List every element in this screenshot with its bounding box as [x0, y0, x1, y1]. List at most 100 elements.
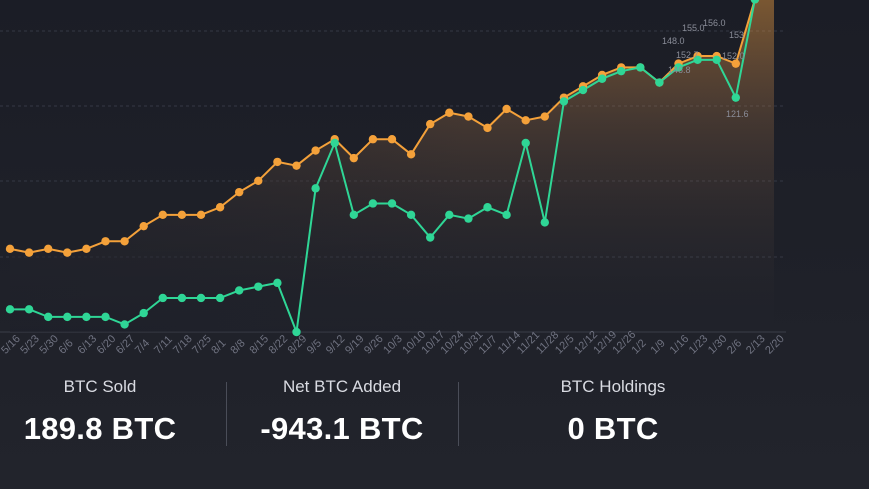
- data-point: [731, 93, 740, 102]
- stat-divider: [226, 382, 227, 446]
- data-point: [750, 0, 760, 4]
- x-tick-label: 7/18: [171, 333, 195, 357]
- data-point: [254, 176, 263, 185]
- data-label: 152.7: [676, 50, 699, 60]
- data-label: 121.6: [726, 109, 749, 119]
- data-point: [177, 293, 187, 303]
- data-point: [158, 210, 167, 220]
- x-tick-label: 8/22: [267, 333, 291, 357]
- x-tick-label: 6/27: [114, 333, 138, 357]
- data-point: [44, 312, 53, 322]
- data-label: 153: [729, 30, 744, 40]
- x-tick-label: 1/9: [649, 337, 668, 356]
- data-point: [311, 184, 320, 193]
- data-point: [636, 63, 645, 72]
- data-point: [101, 312, 110, 322]
- x-tick-label: 5/23: [18, 333, 42, 357]
- data-point: [445, 108, 454, 117]
- data-point: [502, 104, 511, 114]
- data-point: [483, 203, 492, 212]
- data-point: [177, 210, 187, 220]
- stat-btc-sold-label: BTC Sold: [63, 377, 137, 396]
- data-label: 156.0: [703, 18, 726, 28]
- data-point: [63, 248, 72, 257]
- x-tick-label: 9/12: [324, 333, 348, 357]
- stats-row: BTC Sold 189.8 BTC Net BTC Added -943.1 …: [0, 370, 869, 460]
- data-point: [693, 55, 702, 65]
- data-point: [406, 150, 416, 159]
- data-point: [215, 203, 225, 212]
- stat-btc-holdings-label: BTC Holdings: [560, 377, 666, 396]
- x-tick-label: 1/30: [706, 333, 730, 357]
- stat-btc-holdings-value: 0 BTC: [567, 411, 659, 446]
- data-point: [196, 293, 206, 303]
- data-point: [5, 305, 15, 314]
- data-point: [292, 327, 301, 337]
- data-point: [578, 85, 588, 95]
- x-tick-label: 7/11: [152, 334, 175, 357]
- x-tick-label: 2/13: [744, 333, 768, 357]
- x-tick-label: 9/26: [362, 333, 386, 357]
- data-label: 152.0: [722, 51, 745, 61]
- data-label: 148.0: [662, 36, 685, 46]
- data-point: [215, 293, 225, 303]
- x-axis-ticks: 5/165/235/306/6 6/136/206/277/4 7/117/187/…: [0, 329, 787, 357]
- data-point: [44, 244, 53, 254]
- data-point: [349, 153, 358, 163]
- data-point: [674, 63, 683, 72]
- x-tick-label: 6/20: [95, 333, 119, 357]
- stat-divider: [458, 382, 459, 446]
- data-point: [502, 210, 511, 220]
- data-point: [597, 74, 607, 83]
- stat-btc-sold-value: 189.8 BTC: [23, 411, 177, 446]
- data-point: [731, 59, 740, 68]
- x-tick-label: 9/19: [343, 333, 367, 357]
- data-point: [368, 135, 378, 144]
- data-point: [368, 199, 378, 208]
- x-tick-label: 2/20: [763, 333, 787, 357]
- data-point: [445, 210, 454, 220]
- data-point: [464, 214, 473, 223]
- data-point: [101, 237, 110, 246]
- data-point: [311, 146, 320, 155]
- stat-net-btc-added: Net BTC Added -943.1 BTC: [228, 370, 456, 454]
- data-point: [426, 119, 435, 129]
- data-point: [655, 78, 664, 87]
- data-point: [712, 55, 721, 65]
- data-point: [406, 210, 416, 220]
- data-point: [120, 320, 129, 329]
- data-point: [196, 210, 206, 220]
- data-label: 155.0: [682, 23, 705, 33]
- data-label: 146.8: [668, 65, 691, 75]
- data-point: [158, 293, 167, 303]
- data-point: [464, 112, 473, 121]
- x-tick-label: 8/15: [247, 333, 271, 357]
- data-point: [521, 138, 530, 148]
- data-point: [235, 286, 244, 295]
- data-point: [540, 218, 549, 227]
- data-point: [292, 161, 301, 170]
- stat-btc-sold: BTC Sold 189.8 BTC: [0, 370, 200, 454]
- data-point: [24, 305, 34, 314]
- data-point: [235, 187, 244, 197]
- data-point: [426, 233, 435, 242]
- data-point: [387, 135, 397, 144]
- x-tick-label: 1/23: [687, 333, 711, 357]
- data-point: [387, 199, 397, 208]
- x-tick-label: 8/29: [286, 333, 310, 357]
- data-point: [139, 221, 148, 231]
- area-fill-fade: [10, 0, 774, 332]
- stat-btc-holdings: BTC Holdings 0 BTC: [470, 370, 756, 454]
- data-point: [559, 97, 569, 106]
- x-tick-label: 6/13: [76, 333, 100, 357]
- data-point: [521, 116, 530, 125]
- data-point: [82, 312, 91, 322]
- x-tick-label: 5/16: [0, 333, 23, 357]
- data-point: [63, 312, 72, 322]
- data-point: [254, 282, 263, 291]
- data-point: [617, 66, 626, 76]
- x-tick-label: 8/8: [228, 337, 247, 356]
